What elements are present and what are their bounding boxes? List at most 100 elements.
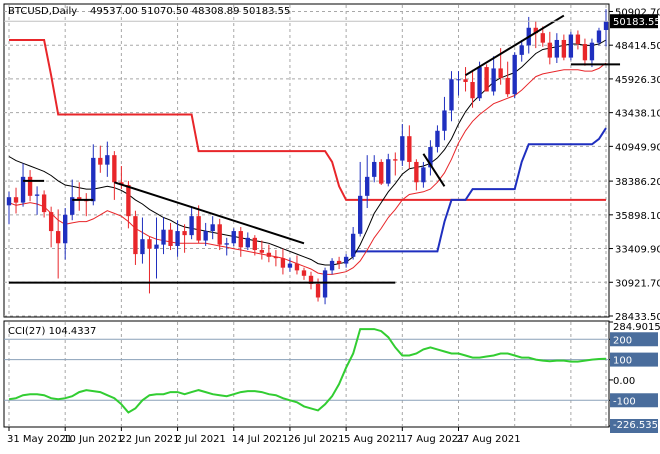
candle-body-up (357, 195, 363, 234)
price-tick-label: 38386.20 (615, 177, 660, 188)
candle-body-down (561, 39, 567, 58)
candle-body-down (182, 231, 187, 236)
candle-body-up (189, 216, 194, 236)
candle-body-down (484, 67, 489, 92)
candle-body-down (238, 231, 243, 248)
date-tick-label: 10 Jun 2021 (63, 434, 123, 445)
cci-level-box (610, 352, 658, 367)
trend-line (114, 181, 305, 245)
date-tick-label: 17 Aug 2021 (400, 434, 464, 445)
candle-body-up (386, 159, 391, 184)
candle-body-up (161, 229, 166, 245)
candle-body-down (13, 197, 19, 203)
candle-body-down (547, 42, 552, 58)
candle-body-down (112, 155, 117, 183)
candle-body-up (512, 54, 517, 95)
price-tick-label: 40949.90 (615, 142, 660, 153)
candle-body-down (414, 161, 419, 183)
candle-body-down (41, 194, 47, 213)
cci-panel-frame (3, 320, 610, 428)
candle-body-up (442, 110, 447, 131)
price-tick-label: 28433.50 (615, 312, 660, 323)
date-tick-label: 26 Jul 2021 (288, 434, 345, 445)
candle-body-up (231, 231, 236, 244)
candle-body-up (428, 147, 433, 168)
trend-lines (9, 14, 621, 284)
price-tick-label: 43438.10 (615, 109, 660, 120)
candle-body-up (554, 39, 560, 58)
overlay-red-moving-average (8, 62, 607, 275)
date-tick-label: 14 Jul 2021 (232, 434, 289, 445)
price-tick-label: 35898.10 (615, 211, 660, 222)
candle-body-down (55, 231, 61, 244)
candle-body-down (147, 239, 152, 249)
candle-body-up (63, 214, 68, 244)
candle-body-down (280, 258, 286, 268)
candle-body-up (322, 270, 328, 298)
candle-body-up (400, 136, 405, 161)
candle-body-down (273, 256, 279, 259)
candle-body-down (540, 33, 545, 43)
cci-tick-label: 284.9015 (613, 322, 660, 333)
candle-body-down (533, 27, 538, 34)
candle-body-down (252, 237, 258, 251)
candle-body-down (582, 44, 588, 61)
candle-body-up (491, 68, 496, 92)
candle-body-up (70, 197, 75, 215)
candle-body-up (421, 167, 426, 183)
candle-body-down (217, 224, 222, 245)
candle-body-down (393, 159, 398, 161)
candle-body-up (456, 79, 461, 81)
overlay-black-moving-average (8, 39, 607, 266)
candle-body-down (259, 250, 265, 253)
price-panel: 50902.70 48414.50 45926.30 43438.10 40949.90… (3, 3, 660, 323)
candle-body-up (449, 79, 454, 111)
candle-body-down (168, 229, 173, 246)
price-tick-label: 50902.70 (615, 7, 660, 18)
date-tick-label: 2 Jul 2021 (176, 434, 226, 445)
candle-body-up (365, 176, 370, 196)
price-candles (6, 9, 609, 305)
price-tick-label: 30921.70 (615, 278, 660, 289)
candle-body-down (505, 77, 510, 95)
candle-body-down (407, 136, 412, 162)
candle-body-up (372, 161, 377, 177)
candle-body-up (343, 256, 349, 264)
candle-body-up (350, 233, 356, 257)
price-y-axis: 50902.70 48414.50 45926.30 43438.10 40949.90… (4, 7, 660, 323)
candle-body-up (210, 224, 215, 232)
cci-panel: 284.9015 200 100 0.00 -100 -226.5353 CCI(27) … (3, 320, 660, 433)
cci-series-line (8, 328, 607, 414)
candle-body-down (463, 79, 468, 82)
candle-body-up (34, 194, 40, 196)
candle-body-down (48, 212, 54, 232)
candle-body-up (477, 67, 482, 99)
cci-y-axis: 284.9015 200 100 0.00 -100 -226.5353 (609, 321, 660, 433)
candle-body-down (301, 270, 307, 276)
cci-tick-label: 100 (613, 356, 632, 367)
candle-body-down (196, 216, 201, 241)
candle-body-up (603, 21, 609, 30)
candle-body-up (105, 155, 110, 165)
cci-level-box (610, 393, 658, 408)
overlay-red-step-line (9, 39, 606, 201)
candle-body-down (294, 263, 300, 271)
price-tick-label: 45926.30 (615, 75, 660, 86)
cci-tick-label: 0.00 (613, 376, 635, 387)
candle-body-up (224, 243, 229, 245)
candle-body-up (287, 263, 293, 268)
candle-body-up (589, 42, 595, 61)
date-tick-label: 5 Aug 2021 (344, 434, 402, 445)
candle-body-up (6, 197, 12, 206)
candle-body-down (470, 81, 475, 99)
date-tick-label: 31 May 2021 (7, 434, 72, 445)
cci-level-box (610, 332, 658, 347)
candle-body-down (379, 161, 384, 184)
candle-body-down (27, 176, 33, 196)
candle-body-up (20, 176, 26, 203)
candle-body-down (126, 184, 131, 217)
trend-line (465, 14, 565, 77)
